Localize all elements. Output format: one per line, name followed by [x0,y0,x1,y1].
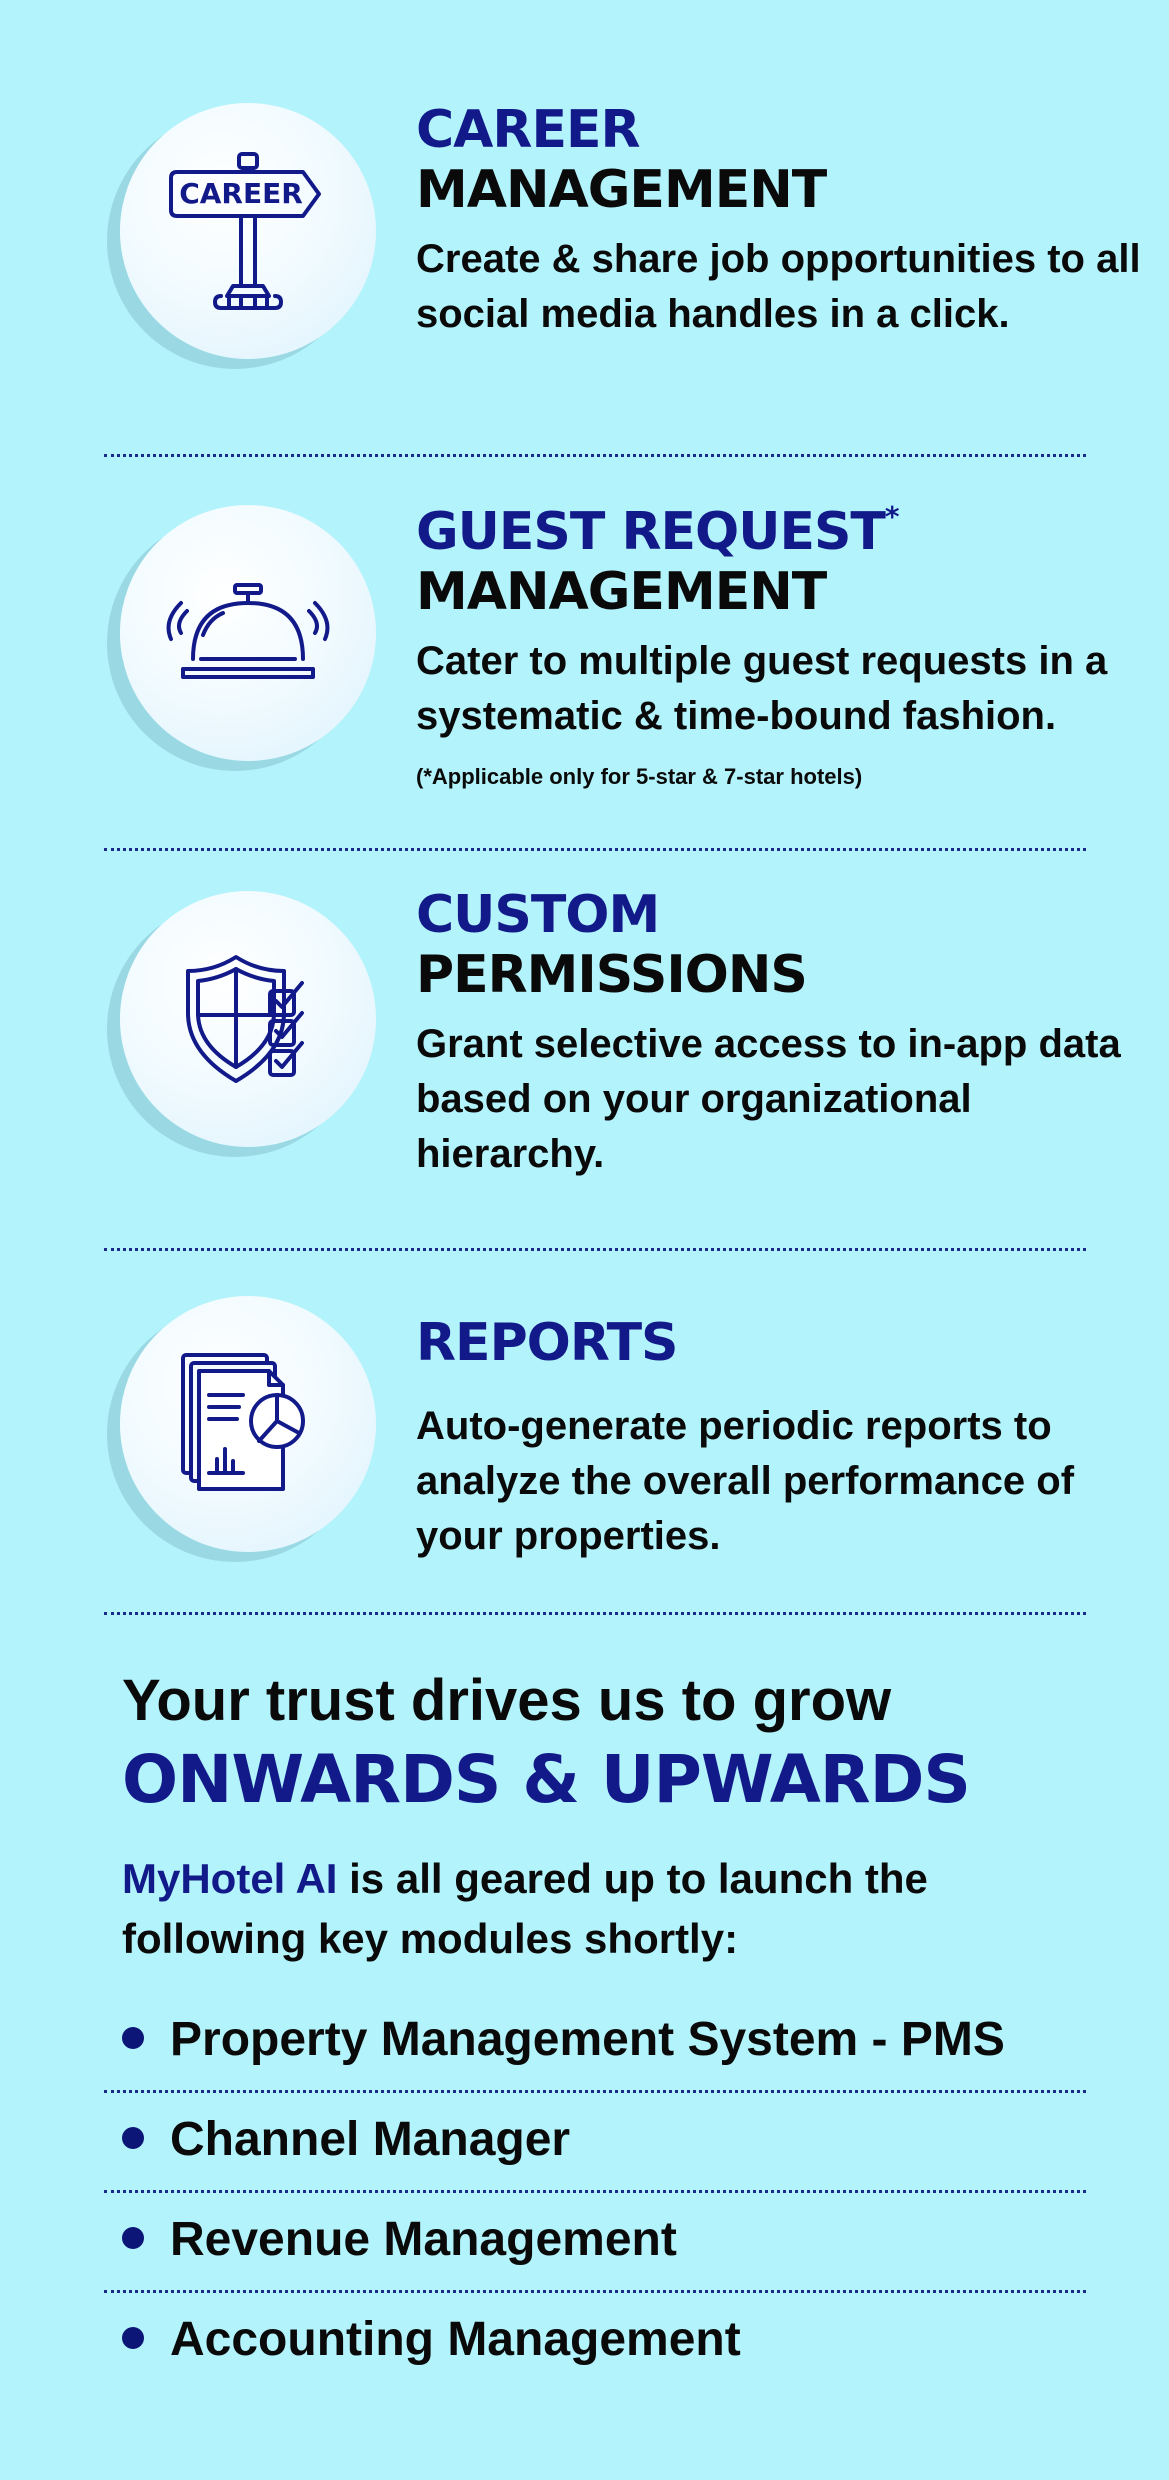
divider [104,2190,1086,2193]
career-signpost-icon: CAREER [169,152,321,310]
guest-request-title-accent: GUEST REQUEST* [416,500,1156,563]
availability-note: (*Applicable only for 5-star & 7-star ho… [416,764,863,789]
reports-description: Auto-generate periodic reports to analyz… [416,1404,1075,1558]
career-title-accent: CAREER [416,100,641,160]
divider [104,1612,1086,1615]
module-label: Channel Manager [170,2113,571,2166]
divider [104,848,1086,851]
list-item: Property Management System - PMS [122,2010,1005,2070]
list-item: Accounting Management [122,2310,741,2370]
divider [104,454,1086,457]
module-label: Accounting Management [170,2313,741,2366]
guest-request-icon-badge [120,505,376,761]
divider [104,2290,1086,2293]
module-label: Property Management System - PMS [170,2013,1005,2066]
launch-intro-text: is all geared up to launch the following… [122,1855,928,1962]
asterisk-mark: * [884,500,900,533]
guest-request-title-accent-text: GUEST REQUEST [416,502,886,562]
bullet-icon [122,2327,144,2350]
trust-section: Your trust drives us to grow ONWARDS & U… [122,1667,1122,1969]
reports-icon-badge [120,1296,376,1552]
service-bell-icon [166,583,330,679]
list-item: Revenue Management [122,2210,677,2270]
permissions-icon-badge [120,891,376,1147]
trust-heading: Your trust drives us to grow [122,1668,892,1733]
divider [104,2090,1086,2093]
career-icon-badge: CAREER [120,103,376,359]
permissions-title: PERMISSIONS [416,945,808,1005]
reports-title: REPORTS [416,1313,679,1373]
bullet-icon [122,2227,144,2250]
shield-checklist-icon [186,955,304,1083]
career-title: MANAGEMENT [416,160,827,220]
list-item: Channel Manager [122,2110,570,2170]
divider [104,1248,1086,1251]
module-label: Revenue Management [170,2213,677,2266]
guest-request-description-text: Cater to multiple guest requests in a sy… [416,639,1108,738]
career-description: Create & share job opportunities to all … [416,237,1141,336]
permissions-description: Grant selective access to in-app data ba… [416,1022,1121,1176]
bullet-icon [122,2127,144,2150]
reports-document-icon [181,1353,305,1491]
bullet-icon [122,2027,144,2050]
launch-intro: MyHotel AI is all geared up to launch th… [122,1849,1122,1969]
svg-text:CAREER: CAREER [179,177,303,210]
guest-request-title: MANAGEMENT [416,562,827,622]
permissions-title-accent: CUSTOM [416,885,660,945]
brand-name: MyHotel AI [122,1855,338,1902]
trust-heading-accent: ONWARDS & UPWARDS [122,1741,971,1818]
guest-request-description: Cater to multiple guest requests in a sy… [416,634,1156,804]
